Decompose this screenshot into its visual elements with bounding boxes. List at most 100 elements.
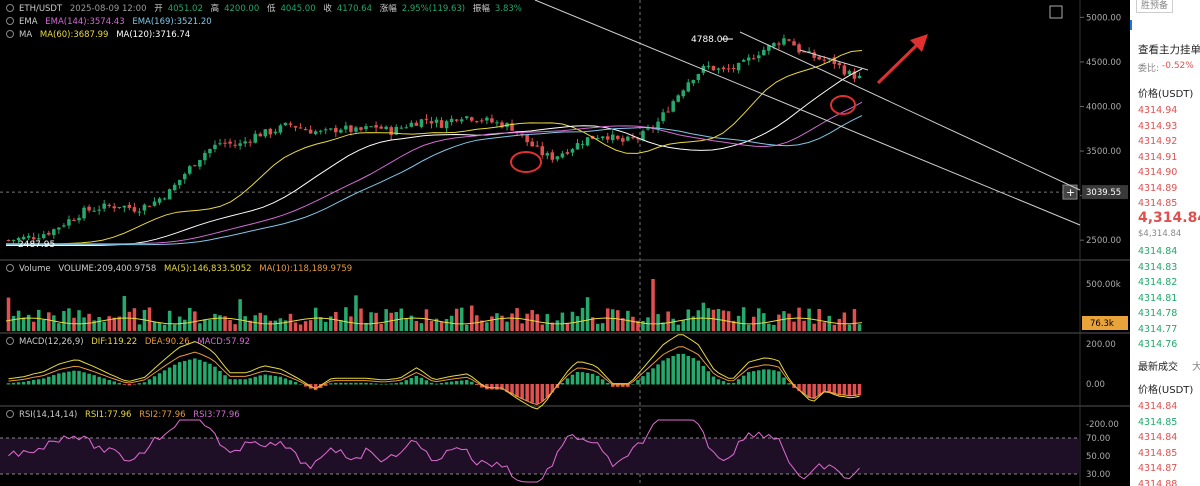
candle-body [172, 184, 177, 191]
macd-histogram-bar [540, 384, 545, 402]
volume-bar [198, 323, 202, 331]
bid-row[interactable]: 4314.83 [1138, 261, 1178, 273]
eye-icon[interactable] [6, 30, 14, 38]
ask-row[interactable]: 4314.89 [1138, 182, 1178, 194]
candle-body [475, 121, 479, 123]
volume-bar [238, 299, 242, 331]
macd-histogram-bar [203, 361, 207, 385]
chart-area[interactable]: 5000.004500.004000.003500.003000.002500.… [0, 0, 1130, 486]
volume-bar [565, 322, 570, 331]
macd-dif: DIF:119.22 [91, 337, 138, 347]
volume-bar [182, 319, 187, 331]
volume-bar [762, 313, 766, 331]
candle-body [26, 235, 31, 238]
candle-body [741, 59, 746, 62]
macd-histogram-bar [787, 383, 791, 385]
ma60-value: MA(60):3687.99 [39, 30, 109, 40]
candle-body [167, 189, 172, 200]
candle-body [641, 130, 645, 140]
trade-row[interactable]: 4314.85 [1138, 447, 1178, 459]
volume-bar [107, 316, 111, 331]
volume-axis-label: 500.00k [1086, 280, 1121, 290]
candle-body [117, 206, 122, 208]
candle-body [112, 206, 117, 209]
eye-icon[interactable] [6, 264, 14, 272]
macd-histogram-bar [797, 384, 801, 392]
bid-row[interactable]: 4314.84 [1138, 246, 1178, 257]
volume-bar [666, 311, 670, 331]
trade-row[interactable]: 4314.88 [1138, 478, 1178, 486]
ask-row[interactable]: 4314.91 [1138, 151, 1178, 163]
volume-bar [31, 321, 36, 331]
volume-bar [288, 313, 293, 331]
macd-histogram-bar [580, 372, 585, 385]
macd-histogram-bar [490, 384, 494, 390]
volume-bar [686, 309, 691, 331]
volume-bar [570, 311, 575, 331]
volume-bar [585, 297, 590, 331]
bid-row[interactable]: 4314.82 [1138, 277, 1178, 288]
volume-bar [228, 319, 232, 331]
eye-icon[interactable] [6, 4, 14, 12]
candle-body [273, 131, 278, 134]
volume-bar [399, 308, 404, 331]
macd-histogram-bar [329, 383, 333, 385]
bid-row[interactable]: 4314.76 [1138, 339, 1178, 350]
trades-more[interactable]: 大 [1192, 362, 1200, 373]
volume-bar [223, 316, 227, 331]
candle-body [313, 131, 318, 135]
bid-row[interactable]: 4314.77 [1138, 323, 1178, 335]
volume-bar [6, 297, 11, 331]
macd-histogram-bar [676, 353, 680, 385]
volume-value: VOLUME:209,400.9758 [58, 264, 157, 274]
ask-row[interactable]: 4314.85 [1138, 198, 1178, 209]
macd-histogram-bar [152, 376, 157, 385]
panel-grid-icon[interactable] [1130, 20, 1136, 30]
ask-row[interactable]: 4314.94 [1138, 105, 1178, 116]
ask-row[interactable]: 4314.93 [1138, 120, 1178, 132]
macd-histogram-bar [288, 380, 293, 385]
candle-body [258, 133, 263, 137]
candle-body [832, 57, 837, 65]
volume-bar [389, 312, 393, 331]
eye-icon[interactable] [6, 337, 14, 345]
macd-histogram-bar [550, 384, 555, 393]
macd-histogram-bar [218, 370, 222, 385]
candle-body [762, 49, 766, 56]
candle-body [228, 141, 232, 144]
bid-row[interactable]: 4314.81 [1138, 292, 1178, 304]
macd-histogram-bar [651, 368, 655, 385]
trades-title[interactable]: 最新成交 [1138, 362, 1178, 373]
chart-canvas[interactable]: 5000.004500.004000.003500.003000.002500.… [0, 0, 1130, 486]
volume-bar [429, 320, 434, 331]
volume-bar [87, 313, 91, 331]
macd-histogram-bar [419, 377, 424, 385]
candle-body [646, 128, 650, 130]
top-tab[interactable]: 胜预备 [1136, 0, 1174, 13]
trade-row[interactable]: 4314.87 [1138, 463, 1178, 474]
trade-row[interactable]: 4314.84 [1138, 401, 1178, 412]
volume-bar [812, 323, 816, 331]
macd-histogram-bar [459, 380, 464, 385]
bid-row[interactable]: 4314.78 [1138, 308, 1178, 319]
trade-row[interactable]: 4314.84 [1138, 432, 1178, 443]
macd-histogram-bar [253, 376, 258, 385]
ask-row[interactable]: 4314.90 [1138, 167, 1178, 178]
order-book-title[interactable]: 查看主力挂单 [1138, 44, 1200, 56]
macd-histogram-bar [213, 366, 217, 385]
ask-row[interactable]: 4314.92 [1138, 136, 1178, 147]
eye-icon[interactable] [6, 410, 14, 418]
candle-body [575, 143, 580, 150]
macd-histogram-bar [369, 383, 373, 385]
candle-body [807, 51, 811, 53]
volume-bar [746, 324, 751, 331]
candle-body [585, 137, 590, 146]
candle-body [278, 125, 283, 133]
trade-row[interactable]: 4314.85 [1138, 416, 1178, 428]
macd-histogram-bar [741, 375, 746, 385]
volume-bar [600, 323, 605, 331]
volume-ma10: MA(10):118,189.9759 [259, 264, 353, 274]
volume-bar [334, 311, 338, 331]
volume-bar [520, 323, 524, 331]
eye-icon[interactable] [6, 17, 14, 25]
